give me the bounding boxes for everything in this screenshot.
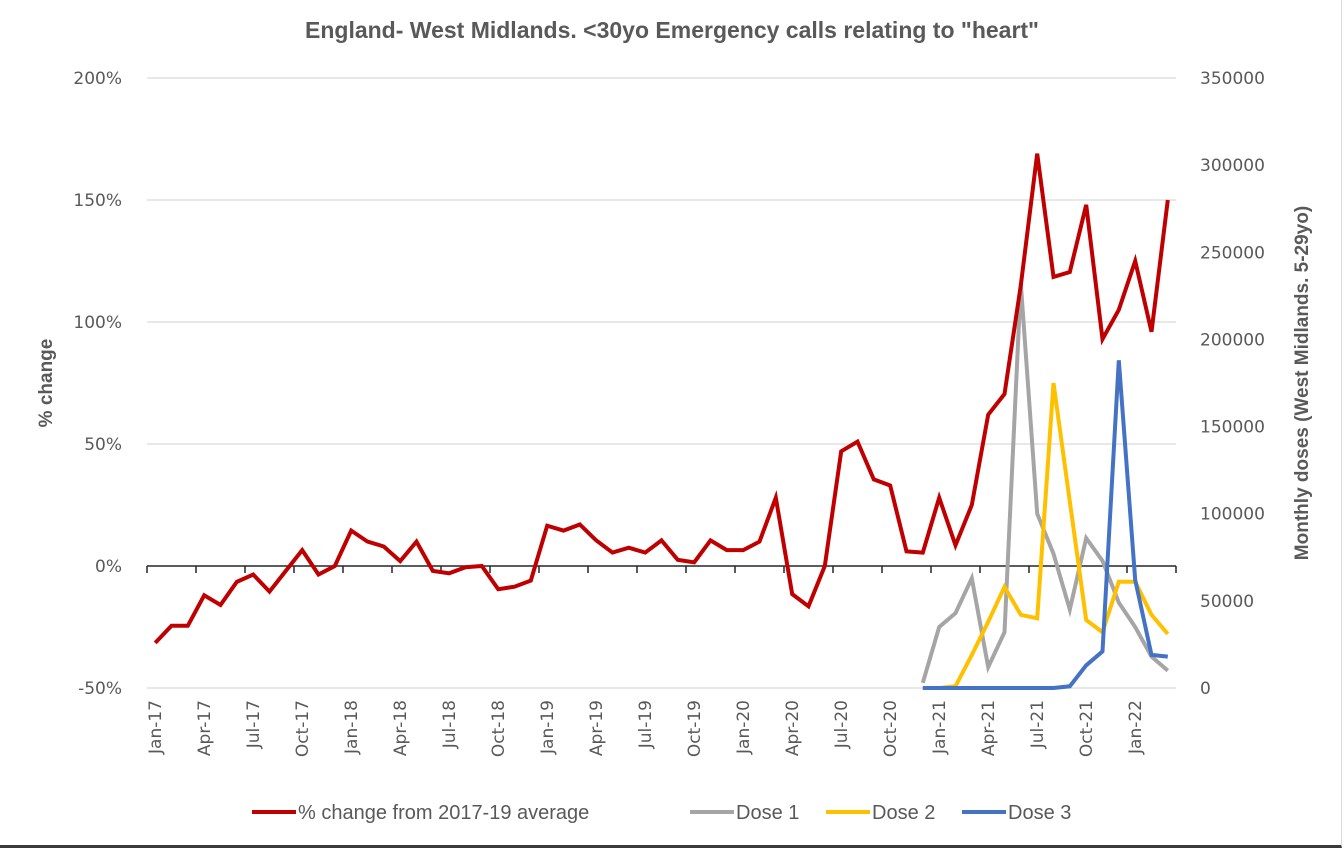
- y2-tick-label: 50000: [1200, 592, 1254, 612]
- x-tick-label: Jan-21: [930, 700, 950, 755]
- x-tick-label: Jan-18: [342, 700, 362, 755]
- right-axis-ticks: 0 50000 100000 150000 200000 250000 300000 3500…: [1200, 69, 1265, 699]
- y2-tick-label: 250000: [1200, 243, 1265, 263]
- y-tick-label: -50%: [78, 679, 122, 699]
- y2-tick-label: 150000: [1200, 418, 1265, 438]
- legend: % change from 2017-19 average Dose 1 Dose …: [252, 802, 1071, 824]
- y2-tick-label: 100000: [1200, 505, 1265, 525]
- x-tick-label: Jul-19: [636, 700, 656, 749]
- series-line-dose-2: [922, 382, 1170, 690]
- gridlines: [147, 77, 1176, 689]
- right-axis-title: Monthly doses (West Midlands. 5-29yo): [1292, 206, 1313, 560]
- legend-label: Dose 1: [736, 802, 799, 824]
- x-tick-label: Oct-18: [489, 700, 509, 757]
- x-axis-ticks: Jan-17 Apr-17 Jul-17 Oct-17 Jan-18 Apr-18 Jul-…: [146, 700, 1146, 757]
- x-tick-label: Apr-17: [195, 700, 215, 756]
- axes: [146, 565, 1177, 573]
- x-tick-label: Oct-19: [685, 700, 705, 757]
- x-tick-label: Jul-17: [244, 700, 264, 749]
- x-tick-label: Jan-19: [538, 700, 558, 755]
- y2-tick-label: 300000: [1200, 156, 1265, 176]
- y2-tick-label: 350000: [1200, 69, 1265, 89]
- series-line-change-from-2017-19-average: [153, 153, 1170, 645]
- y-tick-label: 150%: [73, 191, 122, 211]
- x-tick-label: Jul-18: [440, 700, 460, 749]
- x-tick-label: Apr-21: [979, 700, 999, 756]
- x-tick-label: Oct-20: [881, 700, 901, 757]
- y2-tick-label: 200000: [1200, 330, 1265, 350]
- legend-label: % change from 2017-19 average: [298, 802, 589, 824]
- y-tick-label: 100%: [73, 313, 122, 333]
- y-tick-label: 50%: [84, 435, 122, 455]
- legend-label: Dose 3: [1008, 802, 1071, 824]
- left-axis-ticks: -50% 0% 50% 100% 150% 200%: [73, 69, 122, 699]
- x-tick-label: Jan-17: [146, 700, 166, 755]
- left-axis-title: % change: [36, 339, 57, 428]
- x-tick-label: Jan-20: [734, 700, 754, 755]
- x-tick-label: Jan-22: [1126, 700, 1146, 755]
- chart-title: England- West Midlands. <30yo Emergency …: [305, 17, 1039, 43]
- x-tick-label: Apr-18: [391, 700, 411, 756]
- y-tick-label: 200%: [73, 69, 122, 89]
- series-line-dose-3: [922, 360, 1169, 690]
- series-line-dose-1: [920, 283, 1170, 684]
- x-tick-label: Apr-19: [587, 700, 607, 756]
- x-tick-label: Jul-21: [1028, 700, 1048, 749]
- series-lines: [153, 153, 1170, 690]
- x-tick-label: Oct-17: [293, 700, 313, 757]
- x-tick-label: Apr-20: [783, 700, 803, 756]
- y2-tick-label: 0: [1200, 679, 1211, 699]
- x-tick-label: Jul-20: [832, 700, 852, 749]
- y-tick-label: 0%: [95, 557, 122, 577]
- x-tick-label: Oct-21: [1077, 700, 1097, 757]
- legend-label: Dose 2: [872, 802, 935, 824]
